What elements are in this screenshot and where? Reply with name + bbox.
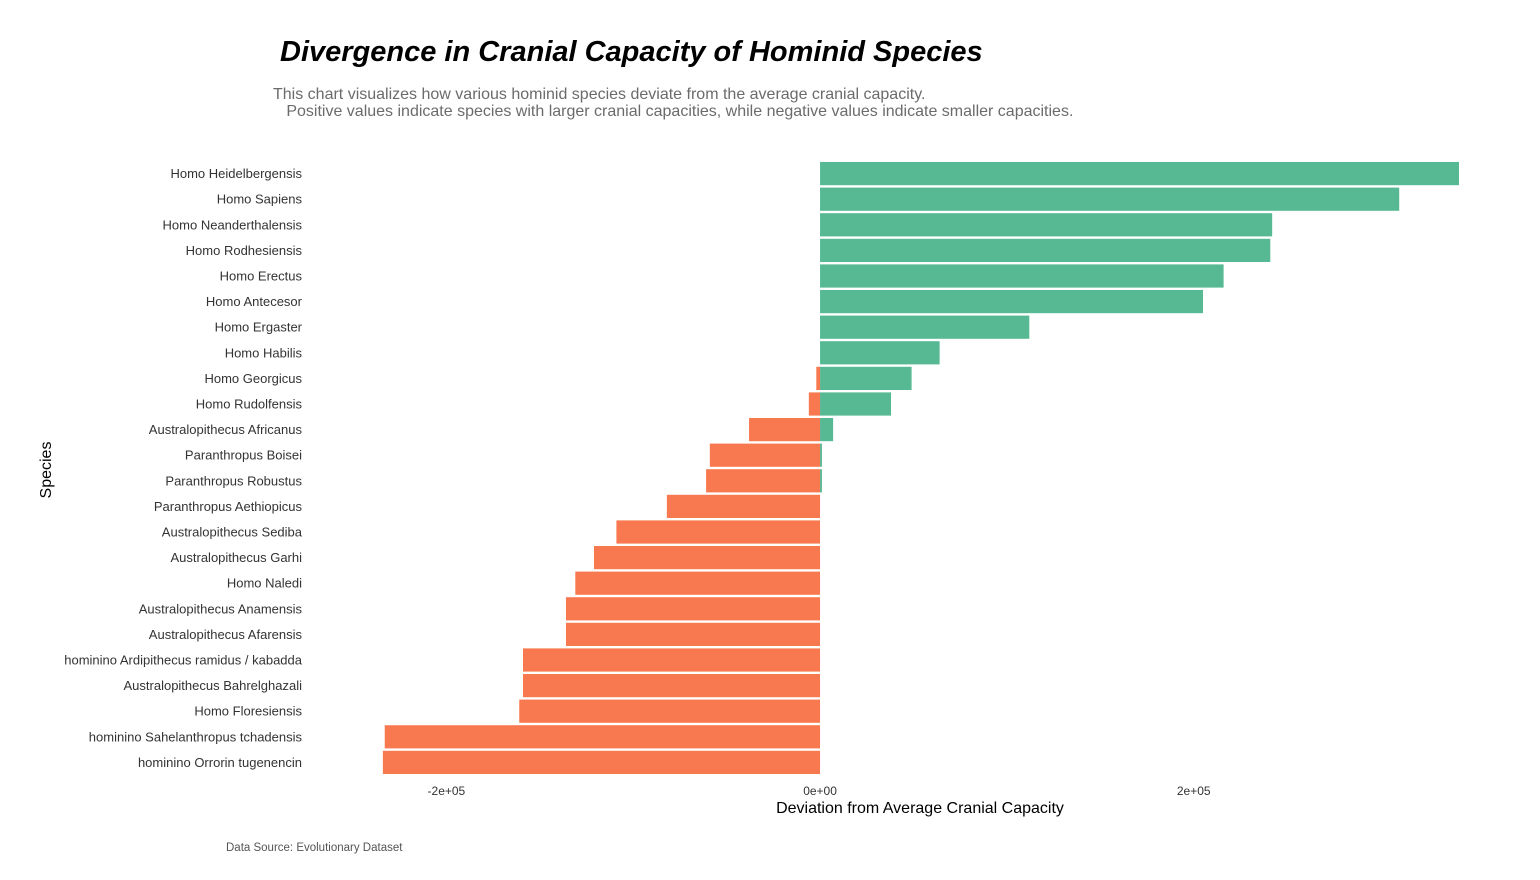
chart-subtitle-line-1: This chart visualizes how various homini… <box>273 86 925 103</box>
bars-layer <box>382 162 1459 774</box>
bar-homo-antecesor-positive <box>820 290 1204 314</box>
bar-homo-neanderthalensis-positive <box>820 213 1273 237</box>
y-tick-label-hominino-orrorin-tugenencin: hominino Orrorin tugenencin <box>138 755 302 770</box>
bar-homo-naledi-negative <box>575 571 821 595</box>
y-tick-label-homo-antecesor: Homo Antecesor <box>206 294 303 309</box>
y-axis-title: Species <box>38 442 55 499</box>
bar-homo-ergaster-positive <box>820 315 1030 339</box>
y-tick-label-paranthropus-boisei: Paranthropus Boisei <box>185 448 302 463</box>
x-tick-label: 2e+05 <box>1177 784 1211 798</box>
data-source-caption: Data Source: Evolutionary Dataset <box>226 842 403 854</box>
bar-homo-georgicus-negative <box>816 366 821 390</box>
y-tick-label-australopithecus-anamensis: Australopithecus Anamensis <box>139 601 303 616</box>
category-labels: Homo Heidelbergensis Homo Sapiens Homo Nea… <box>64 166 303 770</box>
y-tick-label-homo-georgicus: Homo Georgicus <box>204 371 302 386</box>
bar-homo-sapiens-positive <box>820 187 1400 211</box>
y-tick-label-hominino-sahelanthropus-tchadensis: hominino Sahelanthropus tchadensis <box>89 729 303 744</box>
y-tick-label-homo-rudolfensis: Homo Rudolfensis <box>196 397 303 412</box>
bar-australopithecus-bahrelghazali-negative <box>522 674 821 698</box>
x-tick-label: 0e+00 <box>803 784 837 798</box>
y-tick-label-australopithecus-afarensis: Australopithecus Afarensis <box>149 627 303 642</box>
y-tick-label-homo-naledi: Homo Naledi <box>227 576 302 591</box>
y-tick-label-australopithecus-africanus: Australopithecus Africanus <box>149 422 303 437</box>
bar-homo-rodhesiensis-positive <box>820 238 1271 262</box>
bar-paranthropus-aethiopicus-negative <box>666 494 821 518</box>
bar-homo-rudolfensis-positive <box>820 392 892 416</box>
y-tick-label-australopithecus-bahrelghazali: Australopithecus Bahrelghazali <box>124 678 303 693</box>
bar-homo-rudolfensis-negative <box>808 392 821 416</box>
x-axis-ticks: -2e+05 0e+00 2e+05 <box>428 784 1211 798</box>
bar-homo-erectus-positive <box>820 264 1224 288</box>
chart-title: Divergence in Cranial Capacity of Homini… <box>280 36 983 68</box>
y-tick-label-australopithecus-sediba: Australopithecus Sediba <box>162 525 303 540</box>
y-tick-label-paranthropus-robustus: Paranthropus Robustus <box>165 473 302 488</box>
bar-australopithecus-africanus-negative <box>749 418 821 442</box>
y-tick-label-homo-heidelbergensis: Homo Heidelbergensis <box>170 166 302 181</box>
chart-subtitle-line-2: Positive values indicate species with la… <box>273 103 1073 120</box>
bar-homo-habilis-positive <box>820 341 940 365</box>
y-tick-label-homo-habilis: Homo Habilis <box>225 345 303 360</box>
bar-hominino-orrorin-tugenencin-negative <box>382 750 821 774</box>
bar-paranthropus-robustus-negative <box>706 469 821 493</box>
y-tick-label-hominino-ardipithecus-ramidus-kabadda: hominino Ardipithecus ramidus / kabadda <box>64 653 303 668</box>
y-tick-label-homo-rodhesiensis: Homo Rodhesiensis <box>186 243 303 258</box>
bar-paranthropus-boisei-negative <box>709 443 821 467</box>
y-tick-label-paranthropus-aethiopicus: Paranthropus Aethiopicus <box>154 499 303 514</box>
y-tick-label-homo-floresiensis: Homo Floresiensis <box>194 704 302 719</box>
bar-paranthropus-boisei-positive <box>820 443 822 467</box>
bar-hominino-sahelanthropus-tchadensis-negative <box>384 725 821 749</box>
bar-australopithecus-anamensis-negative <box>565 597 821 621</box>
bar-australopithecus-sediba-negative <box>616 520 821 544</box>
bar-hominino-ardipithecus-ramidus-kabadda-negative <box>522 648 821 672</box>
y-tick-label-homo-erectus: Homo Erectus <box>220 269 303 284</box>
y-tick-label-homo-sapiens: Homo Sapiens <box>217 192 303 207</box>
bar-australopithecus-afarensis-negative <box>565 622 821 646</box>
x-axis-title: Deviation from Average Cranial Capacity <box>776 800 1064 817</box>
y-tick-label-australopithecus-garhi: Australopithecus Garhi <box>170 550 302 565</box>
bar-australopithecus-africanus-positive <box>820 418 834 442</box>
y-tick-label-homo-ergaster: Homo Ergaster <box>215 320 303 335</box>
bar-paranthropus-robustus-positive <box>820 469 822 493</box>
bar-australopithecus-garhi-negative <box>593 546 821 570</box>
y-tick-label-homo-neanderthalensis: Homo Neanderthalensis <box>163 217 303 232</box>
x-tick-label: -2e+05 <box>428 784 466 798</box>
bar-homo-floresiensis-negative <box>519 699 821 723</box>
bar-homo-heidelbergensis-positive <box>820 162 1459 186</box>
bar-homo-georgicus-positive <box>820 366 912 390</box>
